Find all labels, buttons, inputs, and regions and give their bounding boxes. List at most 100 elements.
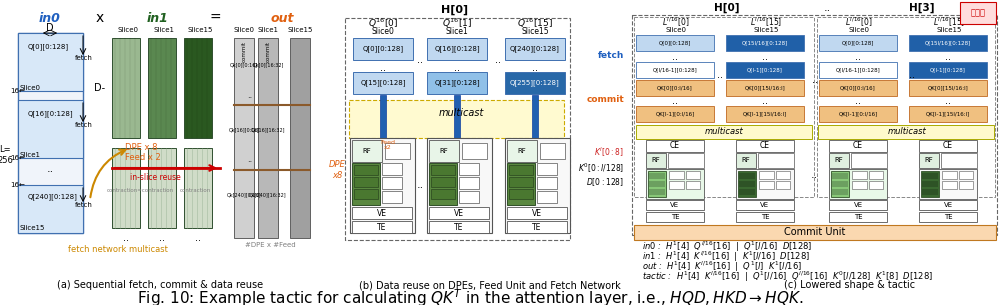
Bar: [852, 171, 867, 179]
Bar: [429, 163, 457, 205]
Bar: [758, 153, 794, 168]
Bar: [385, 143, 410, 159]
Text: Q[0][0:128]: Q[0][0:128]: [362, 46, 404, 52]
Text: in0: in0: [39, 12, 61, 24]
Text: Slice0: Slice0: [372, 27, 394, 37]
Bar: [739, 173, 755, 179]
Bar: [537, 163, 557, 175]
Text: RF: RF: [440, 148, 448, 154]
Text: CE: CE: [760, 142, 770, 150]
Text: in-slice reuse: in-slice reuse: [130, 174, 180, 182]
Text: VE: VE: [943, 202, 953, 208]
Text: Qk[0][16:32]: Qk[0][16:32]: [252, 63, 284, 67]
Text: 16←: 16←: [10, 182, 25, 188]
Bar: [505, 138, 570, 233]
Text: fetch: fetch: [598, 51, 624, 59]
Text: commit: commit: [242, 41, 246, 63]
Text: ..: ..: [195, 233, 201, 243]
Text: ..: ..: [454, 63, 460, 73]
Text: 16←: 16←: [10, 88, 25, 94]
Bar: [669, 171, 684, 179]
Bar: [869, 171, 883, 179]
Bar: [537, 177, 557, 189]
Text: out: out: [270, 12, 294, 24]
Text: ..: ..: [532, 63, 538, 73]
Bar: [184, 148, 212, 228]
Bar: [507, 140, 537, 162]
Text: Slice1: Slice1: [258, 27, 278, 33]
Text: ..: ..: [159, 233, 165, 243]
Bar: [532, 95, 538, 140]
Bar: [669, 181, 684, 189]
Text: RF: RF: [835, 157, 843, 163]
Text: (b) Data reuse on DPEs, Feed Unit and Fetch Network: (b) Data reuse on DPEs, Feed Unit and Fe…: [359, 280, 621, 290]
Text: (a) Sequential fetch, commit & data reuse: (a) Sequential fetch, commit & data reus…: [57, 280, 263, 290]
Bar: [726, 35, 804, 51]
Text: Commit Unit: Commit Unit: [784, 227, 846, 237]
Bar: [922, 181, 938, 187]
Bar: [18, 33, 83, 91]
Bar: [345, 18, 570, 240]
Bar: [869, 181, 883, 189]
Bar: [507, 221, 567, 233]
Bar: [349, 100, 564, 138]
Text: ..: ..: [247, 91, 253, 99]
Bar: [942, 181, 957, 189]
Bar: [636, 125, 812, 139]
Bar: [818, 125, 994, 139]
Bar: [960, 2, 996, 24]
Text: Qk[240][16:32]: Qk[240][16:32]: [249, 192, 287, 198]
Bar: [505, 38, 565, 60]
Text: Q[16][0:128]: Q[16][0:128]: [434, 46, 480, 52]
Text: QK[l-1][15l/16:l]: QK[l-1][15l/16:l]: [743, 112, 787, 117]
Bar: [646, 153, 666, 168]
Text: (c) Lowered shape & tactic: (c) Lowered shape & tactic: [784, 280, 916, 290]
Bar: [909, 62, 987, 78]
Text: Q[15l/16][0:128]: Q[15l/16][0:128]: [742, 41, 788, 45]
Bar: [817, 17, 995, 197]
Text: Q[16][0:128]: Q[16][0:128]: [28, 111, 74, 117]
Bar: [352, 140, 382, 162]
Text: fetch: fetch: [75, 202, 93, 208]
Text: Slice0: Slice0: [848, 27, 870, 33]
Text: RF: RF: [652, 157, 660, 163]
Text: contraction: contraction: [179, 188, 211, 192]
Text: ..: ..: [717, 70, 723, 80]
Bar: [427, 72, 487, 94]
Bar: [431, 177, 455, 187]
Bar: [462, 143, 487, 159]
Bar: [507, 207, 567, 219]
Text: L=
256: L= 256: [0, 145, 13, 165]
Bar: [648, 171, 666, 197]
Text: Feed
x2: Feed x2: [380, 140, 396, 150]
Bar: [736, 153, 756, 168]
Bar: [649, 173, 665, 179]
Text: 16←: 16←: [10, 155, 25, 161]
Text: TE: TE: [944, 214, 952, 220]
Bar: [636, 62, 714, 78]
Bar: [353, 38, 413, 60]
Bar: [738, 171, 756, 197]
Text: $L^{l/16}[0]$: $L^{l/16}[0]$: [845, 16, 873, 29]
Bar: [429, 207, 489, 219]
Text: ..: ..: [417, 55, 423, 65]
Text: RF: RF: [742, 157, 750, 163]
Text: Slice15: Slice15: [936, 27, 962, 33]
Text: Slice15: Slice15: [187, 27, 213, 33]
Text: Q[l-1][0:128]: Q[l-1][0:128]: [747, 67, 783, 73]
Text: ..: ..: [123, 233, 129, 243]
Bar: [540, 143, 565, 159]
Text: Q[l-1][0:128]: Q[l-1][0:128]: [930, 67, 966, 73]
Bar: [459, 191, 479, 203]
Bar: [507, 163, 535, 205]
Bar: [459, 177, 479, 189]
Text: in1: in1: [147, 12, 169, 24]
Text: Q[240][0:128]: Q[240][0:128]: [28, 194, 78, 200]
Bar: [759, 181, 774, 189]
Text: $tactic$ :  $H^1[4]$  $K^{l/16}[16]$  |  $Q^1[l/16]$  $Q^{l/16}[16]$  $K^0[l/128: $tactic$ : $H^1[4]$ $K^{l/16}[16]$ | $Q^…: [642, 270, 933, 284]
Bar: [646, 212, 704, 222]
Text: =: =: [209, 11, 221, 25]
Text: Slice1: Slice1: [154, 27, 175, 33]
Text: ..: ..: [945, 52, 951, 62]
Text: Q[l/16-1][0:128]: Q[l/16-1][0:128]: [836, 67, 880, 73]
